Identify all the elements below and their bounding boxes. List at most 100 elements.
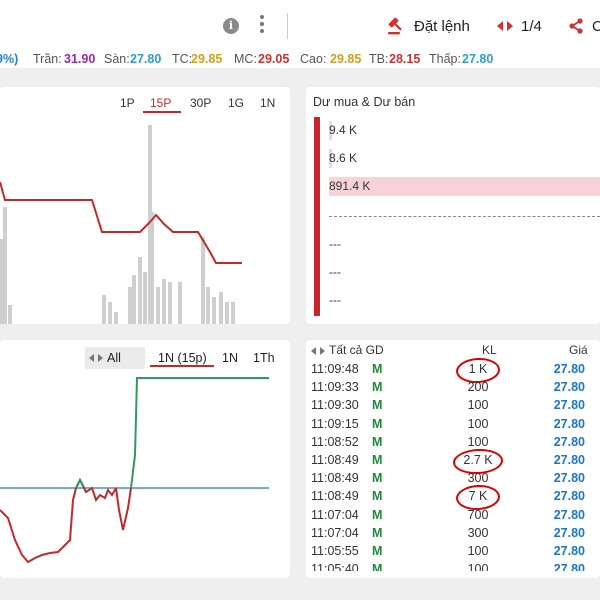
price-san-label: Sàn: — [104, 52, 130, 66]
trade-price: 27.80 — [553, 507, 585, 522]
trade-row: 11:08:49 M 300 27.80 — [309, 471, 600, 489]
price-thap-label: Thấp: — [429, 52, 461, 66]
trade-volume: 700 — [467, 507, 489, 522]
info-icon[interactable]: i — [223, 18, 239, 34]
trade-time: 11:08:49 — [311, 453, 359, 467]
trade-time: 11:08:49 — [311, 489, 359, 504]
trade-price: 27.80 — [553, 416, 585, 431]
page-navigator[interactable]: 1/4 — [497, 14, 542, 38]
trade-time: 11:05:55 — [311, 544, 359, 558]
more-vertical-icon[interactable] — [257, 15, 267, 37]
trade-time: 11:09:15 — [311, 416, 359, 431]
volume-bar — [108, 302, 112, 324]
trade-row: 11:08:49 M 7 K 27.80 — [309, 489, 600, 507]
volume-bar — [128, 287, 132, 324]
trades-price-header: Giá — [569, 343, 588, 357]
price-mc-value: 29.05 — [258, 52, 290, 66]
intraday-chart[interactable] — [0, 87, 290, 324]
trend-filter-label: All — [107, 351, 121, 365]
price-tran-label: Trần: — [33, 52, 62, 66]
trade-price: 27.80 — [553, 362, 585, 376]
order-book-fill-bar — [329, 121, 332, 140]
place-order-label: Đặt lệnh — [414, 17, 470, 35]
arrows-horizontal-icon[interactable] — [311, 346, 325, 356]
price-tran-value: 31.90 — [64, 52, 96, 66]
trade-side: M — [372, 362, 383, 376]
trade-price: 27.80 — [553, 380, 585, 395]
order-book-level-label: 8.6 K — [329, 151, 358, 165]
trade-time: 11:07:04 — [311, 525, 359, 540]
trade-side: M — [372, 398, 383, 413]
price-tc-label: TC: — [172, 52, 193, 66]
top-toolbar: i Đặt lệnh 1/4 C — [0, 0, 600, 52]
timeframe-active-underline — [143, 111, 181, 113]
trades-filter-header[interactable]: Tất cả GD — [329, 343, 384, 357]
toolbar-divider — [287, 13, 288, 39]
trade-row: 11:09:30 M 100 27.80 — [309, 398, 600, 416]
intraday-price-line — [0, 181, 242, 264]
timeframe-tab-30p[interactable]: 30P — [190, 96, 212, 110]
order-book-fill-bar — [329, 149, 332, 168]
volume-bar — [212, 297, 216, 324]
trade-row: 11:07:04 M 700 27.80 — [309, 508, 600, 526]
volume-bar — [114, 312, 118, 324]
price-mc-label: MC: — [234, 52, 257, 66]
trade-time: 11:07:04 — [311, 507, 359, 522]
trade-row: 11:09:48 M 1 K 27.80 — [309, 362, 600, 380]
gavel-icon — [388, 17, 402, 35]
trade-volume: 100 — [467, 416, 489, 431]
trade-price: 27.80 — [553, 471, 585, 486]
price-cao-value: 29.85 — [330, 52, 362, 66]
trade-row: 11:09:33 M 200 27.80 — [309, 380, 600, 398]
range-tab-2[interactable]: 1Th — [253, 351, 275, 365]
trade-volume: 100 — [467, 398, 489, 413]
timeframe-tab-15p[interactable]: 15P — [150, 96, 172, 110]
trend-line-below — [0, 487, 77, 564]
trade-volume: 300 — [467, 525, 489, 540]
trade-price: 27.80 — [553, 453, 585, 467]
order-book-fill-bar — [329, 177, 600, 196]
trade-volume: 100 — [467, 562, 489, 572]
range-tab-1[interactable]: 1N — [222, 351, 238, 365]
volume-bar — [225, 302, 229, 324]
trade-volume: 100 — [467, 434, 489, 449]
trade-volume: 200 — [467, 380, 489, 395]
arrows-horizontal-icon[interactable] — [497, 20, 513, 32]
trade-volume: 300 — [467, 471, 489, 486]
trade-side: M — [372, 489, 383, 504]
trade-price: 27.80 — [553, 562, 585, 572]
trend-line-below — [115, 487, 132, 531]
trend-line-above — [130, 377, 269, 489]
trade-volume: 7 K — [468, 489, 488, 504]
volume-bar — [0, 239, 4, 324]
trade-row: 11:05:40 M 100 27.80 — [309, 562, 600, 571]
share-label: C — [592, 17, 600, 35]
range-tab-0[interactable]: 1N (15p) — [158, 351, 207, 365]
timeframe-tab-1g[interactable]: 1G — [228, 96, 245, 110]
price-thap-value: 27.80 — [462, 52, 494, 66]
share-button[interactable]: C — [568, 14, 600, 38]
timeframe-tab-1p[interactable]: 1P — [120, 96, 135, 110]
volume-bar — [138, 257, 142, 324]
volume-bar — [156, 287, 160, 324]
volume-bar — [201, 237, 205, 324]
trade-volume: 1 K — [468, 362, 488, 376]
volume-bar — [102, 295, 106, 324]
trend-chart[interactable] — [0, 340, 290, 578]
trade-side: M — [372, 380, 383, 395]
trade-row: 11:08:52 M 100 27.80 — [309, 435, 600, 453]
volume-bar — [132, 275, 136, 324]
order-book-level-label: --- — [329, 293, 341, 307]
order-book-divider — [329, 216, 600, 217]
price-tb-label: TB: — [369, 52, 389, 66]
volume-bar — [206, 287, 210, 324]
timeframe-tab-1n[interactable]: 1N — [260, 96, 276, 110]
share-icon — [569, 18, 583, 34]
trend-filter-toggle[interactable]: All — [85, 347, 145, 369]
volume-bar — [231, 302, 235, 324]
volume-bar — [150, 212, 154, 324]
trade-side: M — [372, 453, 383, 467]
price-pct-value: 9%) — [0, 52, 19, 66]
price-tc-value: 29.85 — [191, 52, 223, 66]
place-order-button[interactable]: Đặt lệnh — [386, 14, 470, 38]
